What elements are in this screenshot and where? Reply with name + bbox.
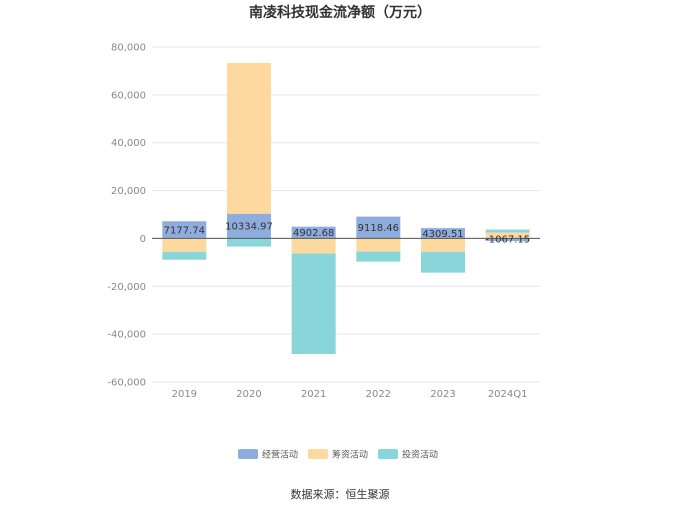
bar-2023-series-2 [421,251,465,273]
bar-2023-series-1 [421,238,465,252]
bar-2019-series-2 [162,251,207,260]
legend-label-1: 筹资活动 [332,449,368,461]
x-tick-label: 2024Q1 [488,389,528,400]
bar-2023-series-0 [421,228,465,239]
bar-2024Q1-series-0 [485,238,530,241]
bar-2020-series-2 [227,238,271,247]
bar-2019-series-1 [162,238,207,252]
bar-2019-series-0 [162,221,207,239]
legend-swatch-0 [238,449,258,459]
bar-2022-series-2 [356,251,401,262]
chart-title: 南凌科技现金流净额（万元） [249,4,431,21]
legend-label-2: 投资活动 [402,449,438,461]
y-tick-label: 40,000 [111,138,146,149]
source-note: 数据来源：恒生聚源 [291,487,390,501]
legend-swatch-1 [308,449,328,459]
y-tick-label: 60,000 [111,90,146,101]
data-label: 4902.68 [293,228,334,239]
bar-2024Q1-series-1 [485,232,530,239]
x-tick-label: 2021 [301,389,326,400]
bar-2020-series-1 [227,62,271,214]
data-labels: 7177.74 10334.97 4902.68 9118.46 4309.51 -106… [164,222,530,246]
data-label: -1067.15 [485,234,530,245]
y-tick-label: 80,000 [111,43,146,54]
data-label: 7177.74 [164,225,205,236]
data-label: 4309.51 [422,229,463,240]
bar-2024Q1-series-2 [485,229,530,233]
y-tick-label: 0 [140,234,146,245]
x-tick-label: 2019 [172,389,197,400]
bar-2022-series-0 [356,216,401,239]
grid-lines [152,46,540,383]
y-tick-label: 20,000 [111,186,146,197]
x-tick-label: 2020 [236,389,261,400]
x-tick-label: 2023 [430,389,455,400]
bar-2020-series-0 [227,213,271,239]
x-axis-ticks: 2019 2020 2021 2022 2023 2024Q1 [172,389,528,400]
x-tick-label: 2022 [366,389,391,400]
bars [162,62,530,355]
bar-2022-series-1 [356,238,401,252]
y-axis-ticks: 80,000 60,000 40,000 20,000 0 -20,000 -40,000 -… [107,43,146,389]
bar-2021-series-1 [291,238,336,254]
bar-2021-series-0 [291,226,336,239]
legend-label-0: 经营活动 [262,449,298,461]
bar-2021-series-2 [291,253,336,355]
legend-swatch-2 [378,449,398,459]
y-tick-label: -40,000 [107,330,146,341]
data-label: 9118.46 [358,223,399,234]
y-tick-label: -60,000 [107,378,146,389]
y-tick-label: -20,000 [107,282,146,293]
data-label: 10334.97 [225,222,273,233]
legend: 经营活动 筹资活动 投资活动 [238,449,438,461]
